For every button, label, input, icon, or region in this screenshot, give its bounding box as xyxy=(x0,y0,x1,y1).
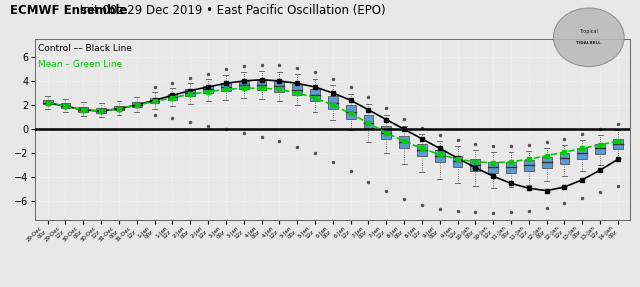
Text: TIDALBELL: TIDALBELL xyxy=(577,41,601,45)
Bar xyxy=(417,144,427,156)
Text: Init 00z 29 Dec 2019 • East Pacific Oscillation (EPO): Init 00z 29 Dec 2019 • East Pacific Osci… xyxy=(76,4,385,17)
Bar xyxy=(79,107,88,112)
Bar xyxy=(43,100,52,104)
Bar xyxy=(328,96,338,109)
Bar xyxy=(132,102,141,107)
Bar xyxy=(346,105,356,119)
Bar xyxy=(292,84,302,95)
Bar xyxy=(506,162,516,172)
Bar xyxy=(114,106,124,110)
Bar xyxy=(524,160,534,171)
Bar xyxy=(310,89,320,101)
Bar xyxy=(399,136,409,148)
Ellipse shape xyxy=(554,8,624,67)
Bar xyxy=(435,150,445,162)
Bar xyxy=(452,156,463,167)
Bar xyxy=(577,148,587,159)
Bar xyxy=(470,159,480,171)
Text: Control –– Black Line: Control –– Black Line xyxy=(38,44,132,53)
Text: Tropical: Tropical xyxy=(579,29,598,34)
Bar xyxy=(239,81,248,89)
Bar xyxy=(488,162,498,172)
Bar xyxy=(168,94,177,100)
Bar xyxy=(257,80,266,90)
Text: ECMWF Ensemble: ECMWF Ensemble xyxy=(10,4,127,17)
Bar xyxy=(381,126,391,139)
Bar xyxy=(541,158,552,168)
Bar xyxy=(186,89,195,96)
Bar xyxy=(96,108,106,113)
Bar xyxy=(595,144,605,154)
Bar xyxy=(221,83,231,91)
Bar xyxy=(364,115,373,129)
Bar xyxy=(150,98,159,103)
Bar xyxy=(613,139,623,149)
Text: Mean – Green Line: Mean – Green Line xyxy=(38,61,122,69)
Bar xyxy=(275,81,284,92)
Bar xyxy=(61,103,70,108)
Bar xyxy=(203,86,213,93)
Bar xyxy=(559,153,570,164)
